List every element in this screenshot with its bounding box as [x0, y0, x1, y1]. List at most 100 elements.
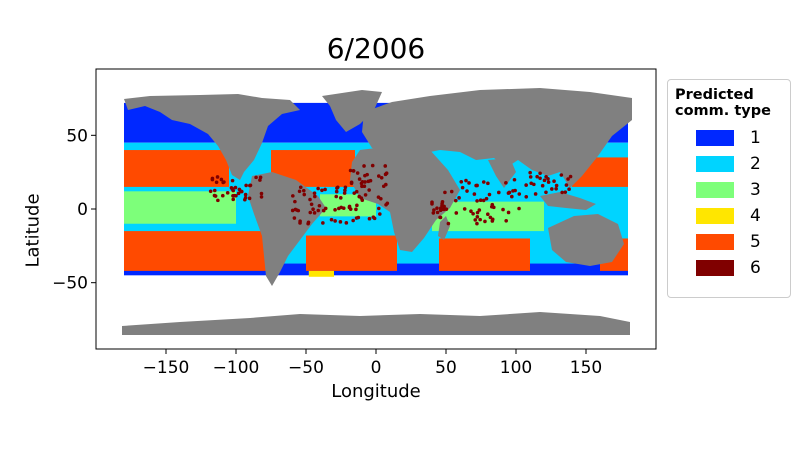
point-type-6-49: [347, 204, 352, 209]
community-type-6-points: [208, 163, 573, 226]
point-type-6-121: [381, 184, 386, 189]
x-axis-label: Longitude: [331, 381, 421, 402]
point-type-6-137: [443, 190, 447, 195]
point-type-6-74: [297, 189, 302, 194]
point-type-6-10: [216, 198, 220, 203]
y-tick-label: 0: [77, 200, 88, 220]
point-type-6-200: [440, 201, 444, 206]
point-type-6-106: [320, 188, 324, 193]
landmass-indonesia: [540, 192, 596, 210]
point-type-6-124: [376, 174, 381, 178]
y-axis-label: Latitude: [22, 193, 44, 268]
point-type-6-108: [371, 215, 376, 219]
point-type-6-169: [512, 177, 517, 182]
point-type-6-82: [355, 203, 359, 208]
point-type-6-40: [344, 221, 349, 225]
point-type-6-151: [454, 211, 459, 215]
point-type-6-156: [475, 215, 480, 219]
point-type-6-134: [384, 171, 389, 176]
legend-item-6: 6: [668, 255, 790, 281]
point-type-6-42: [311, 207, 315, 212]
point-type-6-9: [237, 187, 242, 192]
point-type-6-63: [312, 211, 317, 215]
point-type-6-12: [212, 188, 217, 193]
point-type-6-24: [239, 189, 244, 194]
point-type-6-139: [462, 207, 467, 211]
point-type-6-47: [298, 185, 303, 190]
point-type-6-220: [544, 190, 548, 195]
point-type-6-188: [460, 185, 465, 190]
point-type-6-150: [517, 206, 521, 211]
point-type-6-214: [564, 183, 569, 187]
point-type-6-104: [308, 197, 312, 202]
point-type-6-51: [378, 212, 382, 216]
point-type-6-173: [490, 219, 495, 223]
point-type-6-216: [535, 174, 539, 179]
point-type-6-87: [367, 188, 371, 192]
point-type-6-21: [210, 176, 215, 181]
point-type-6-89: [352, 191, 357, 195]
point-type-6-210: [568, 174, 573, 179]
point-type-6-109: [323, 206, 328, 211]
point-type-6-44: [316, 186, 320, 191]
point-type-6-13: [259, 195, 264, 199]
point-type-6-218: [542, 178, 547, 183]
point-type-6-85: [377, 206, 381, 211]
landmass-madagascar: [438, 216, 450, 240]
legend-label: 1: [750, 128, 761, 148]
x-tick-label: 150: [570, 358, 602, 378]
point-type-6-107: [348, 207, 353, 211]
region-type-5-9: [124, 231, 271, 271]
point-type-6-90: [333, 219, 337, 223]
legend-item-3: 3: [668, 177, 790, 203]
region-type-5-11: [439, 238, 530, 271]
region-type-5-3: [124, 150, 229, 187]
point-type-6-116: [365, 172, 369, 177]
point-type-6-37: [254, 175, 258, 180]
point-type-6-195: [475, 183, 479, 188]
point-type-6-29: [244, 183, 248, 188]
point-type-6-26: [213, 194, 218, 198]
point-type-6-221: [550, 187, 554, 191]
landmass-australia: [548, 214, 624, 266]
point-type-6-119: [362, 184, 367, 188]
x-tick-label: 0: [371, 358, 382, 378]
point-type-6-133: [359, 181, 364, 186]
legend-title-line-1: Predicted: [675, 87, 754, 103]
point-type-6-15: [243, 192, 248, 197]
point-type-6-132: [357, 177, 362, 181]
point-type-6-55: [312, 191, 317, 195]
point-type-6-115: [348, 168, 353, 173]
point-type-6-67: [329, 217, 334, 222]
legend-swatch: [696, 260, 734, 276]
point-type-6-153: [464, 178, 468, 183]
landmass-north-america: [124, 94, 300, 180]
point-type-6-147: [504, 181, 508, 185]
point-type-6-136: [457, 196, 461, 200]
point-type-6-127: [362, 164, 366, 168]
point-type-6-217: [552, 179, 556, 184]
point-type-6-125: [355, 171, 360, 175]
point-type-6-105: [313, 194, 317, 199]
point-type-6-199: [449, 189, 454, 194]
point-type-6-224: [538, 171, 542, 176]
point-type-6-176: [488, 215, 493, 220]
point-type-6-102: [384, 202, 388, 207]
point-type-6-75: [298, 219, 302, 224]
legend-swatch: [696, 130, 734, 146]
legend-title-line-2: comm. type: [675, 103, 771, 119]
legend-label: 4: [750, 206, 761, 226]
legend-title: Predicted comm. type: [668, 80, 790, 119]
point-type-6-182: [481, 180, 486, 184]
point-type-6-76: [308, 210, 313, 215]
point-type-6-157: [477, 208, 482, 212]
x-axis-ticks: −150 −100 −50 0 50 100 150: [143, 349, 602, 378]
point-type-6-11: [258, 175, 263, 180]
point-type-6-64: [367, 216, 372, 221]
point-type-6-193: [506, 210, 511, 215]
landmass-eurasia: [362, 88, 632, 188]
point-type-6-128: [379, 175, 384, 180]
point-type-6-48: [334, 189, 339, 194]
legend-item-4: 4: [668, 203, 790, 229]
point-type-6-180: [435, 210, 440, 215]
